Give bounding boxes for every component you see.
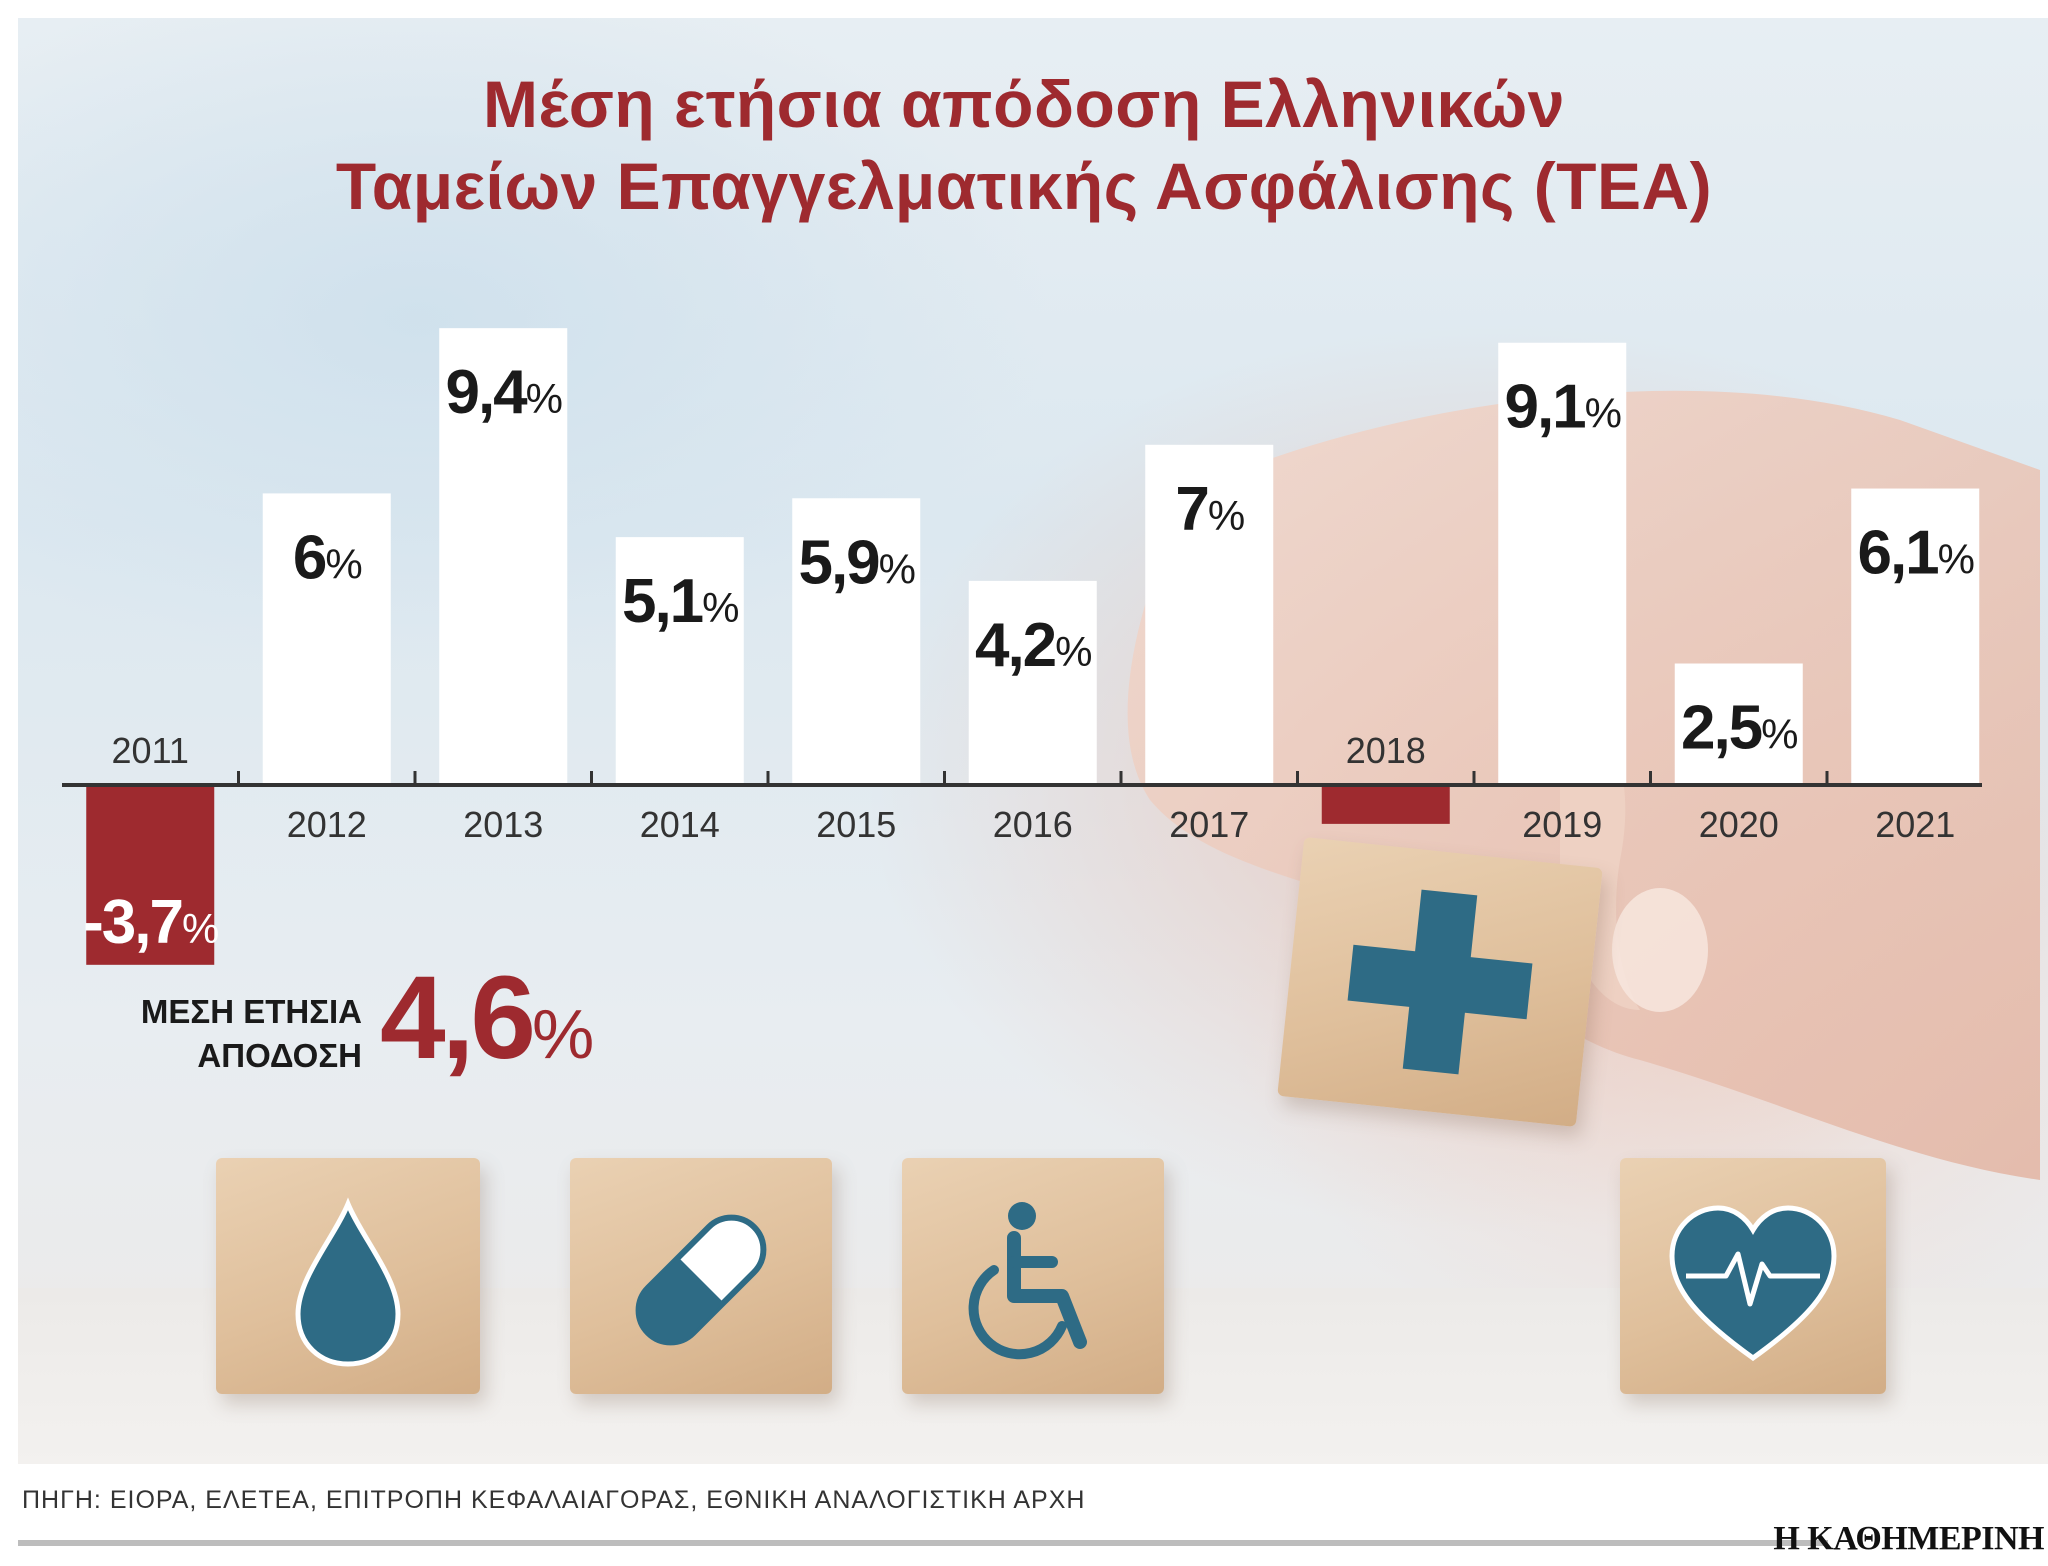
average-number: 4,6 bbox=[380, 952, 536, 1084]
value-label-2013: 9,4% bbox=[445, 358, 561, 427]
value-label-2016: 4,2% bbox=[975, 611, 1091, 680]
labels-layer: 2011 -3,7% 2012 6% 2013 9,4% 2014 5,1% 2015 5,9% 2… bbox=[83, 358, 1976, 957]
bar-2016 bbox=[968, 580, 1097, 785]
average-value: 4,6% bbox=[380, 950, 594, 1086]
bar-2019 bbox=[1498, 342, 1627, 785]
water-drop-icon bbox=[295, 1197, 401, 1367]
value-label-2020: 2,5% bbox=[1681, 694, 1797, 763]
average-label: ΜΕΣΗ ΕΤΗΣΙΑ ΑΠΟΔΟΣΗ bbox=[100, 990, 362, 1078]
bar-2015 bbox=[792, 498, 921, 785]
value-label-2021: 6,1% bbox=[1857, 519, 1973, 588]
pill-icon bbox=[635, 1214, 767, 1346]
plus-cross-icon bbox=[1347, 889, 1533, 1075]
value-label-2011: -3,7% bbox=[83, 888, 218, 957]
value-label-2014: 5,1% bbox=[622, 567, 738, 636]
wheelchair-icon bbox=[968, 1202, 1087, 1360]
year-label-2020: 2020 bbox=[1699, 804, 1779, 845]
wooden-block-plus bbox=[1277, 837, 1603, 1127]
heart-pulse-icon bbox=[1669, 1205, 1837, 1362]
wooden-block-drop bbox=[216, 1158, 480, 1394]
value-label-2019: 9,1% bbox=[1504, 373, 1620, 442]
bar-2011 bbox=[86, 785, 215, 965]
chart-title-line-1: Μέση ετήσια απόδοση Ελληνικών bbox=[483, 67, 1565, 141]
year-label-2019: 2019 bbox=[1522, 804, 1602, 845]
bar-2013 bbox=[439, 328, 568, 785]
bar-chart: 2011 -3,7% 2012 6% 2013 9,4% 2014 5,1% 2015 5,9% 2… bbox=[62, 328, 1982, 965]
year-label-2016: 2016 bbox=[993, 804, 1073, 845]
year-label-2018: 2018 bbox=[1346, 730, 1426, 771]
year-label-2021: 2021 bbox=[1875, 804, 1955, 845]
bar-2017 bbox=[1145, 444, 1274, 785]
footer-rule bbox=[18, 1540, 1828, 1546]
wooden-block-wheelchair bbox=[902, 1158, 1164, 1394]
value-label-2017: 7% bbox=[1175, 475, 1243, 544]
year-label-2011: 2011 bbox=[112, 730, 189, 771]
value-label-2015: 5,9% bbox=[798, 528, 914, 597]
year-label-2013: 2013 bbox=[463, 804, 543, 845]
year-label-2012: 2012 bbox=[287, 804, 367, 845]
bar-2014 bbox=[615, 537, 744, 785]
average-label-line-1: ΜΕΣΗ ΕΤΗΣΙΑ bbox=[140, 993, 362, 1030]
bar-2020 bbox=[1674, 663, 1803, 785]
bar-2021 bbox=[1851, 488, 1980, 785]
average-unit: % bbox=[532, 995, 595, 1073]
ticks-layer bbox=[237, 771, 1829, 787]
value-label-2012: 6% bbox=[293, 523, 361, 592]
brand-logo: Η ΚΑΘΗΜΕΡΙΝΗ bbox=[1773, 1520, 2044, 1557]
year-label-2014: 2014 bbox=[640, 804, 720, 845]
wooden-block-pill bbox=[570, 1158, 832, 1394]
wooden-block-heart bbox=[1620, 1158, 1886, 1394]
bar-2012 bbox=[262, 493, 391, 785]
bars-layer bbox=[86, 328, 1980, 965]
bar-2018 bbox=[1321, 785, 1450, 824]
chart-title-line-2: Ταμείων Επαγγελματικής Ασφάλισης (ΤΕΑ) bbox=[335, 149, 1713, 223]
source-note: ΠΗΓΗ: ΕΙΟΡΑ, ΕΛΕΤΕΑ, ΕΠΙΤΡΟΠΗ ΚΕΦΑΛΑΙΑΓΟ… bbox=[22, 1486, 1086, 1514]
year-label-2015: 2015 bbox=[816, 804, 896, 845]
year-label-2017: 2017 bbox=[1169, 804, 1249, 845]
average-label-line-2: ΑΠΟΔΟΣΗ bbox=[197, 1037, 362, 1074]
